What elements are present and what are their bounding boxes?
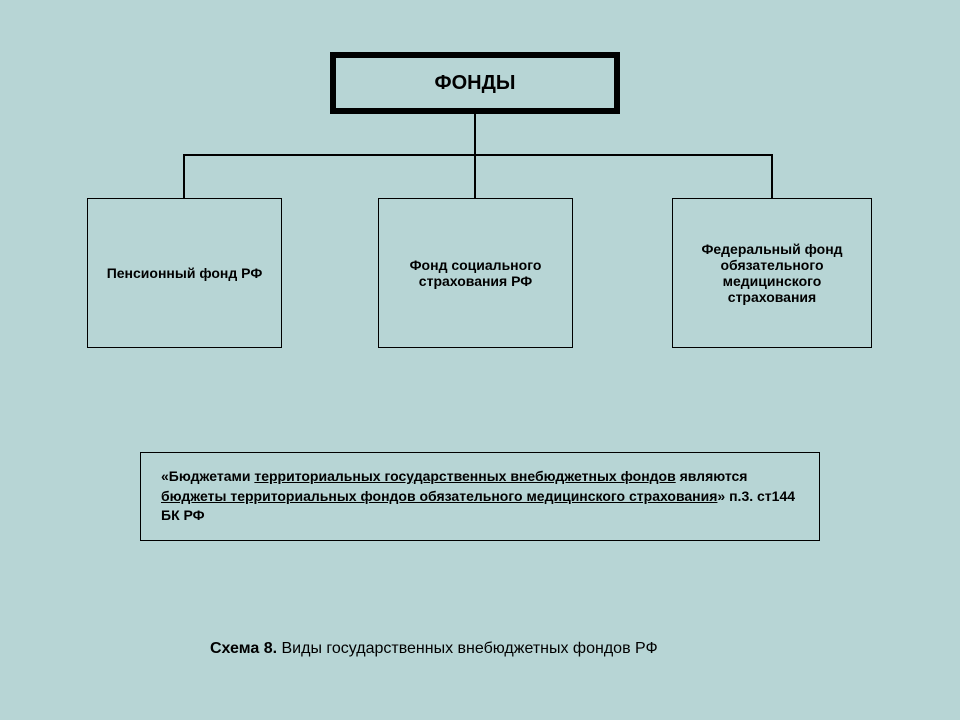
note-prefix: «Бюджетами	[161, 468, 254, 484]
note-box: «Бюджетами территориальных государственн…	[140, 452, 820, 541]
diagram-caption: Схема 8. Виды государственных внебюджетн…	[210, 640, 658, 658]
caption-bold: Схема 8.	[210, 640, 277, 657]
tree-child-node-0: Пенсионный фонд РФ	[87, 198, 282, 348]
note-mid: являются	[676, 468, 748, 484]
tree-root-node: ФОНДЫ	[330, 52, 620, 114]
connector-trunk	[474, 114, 476, 154]
tree-child-label: Фонд социального страхования РФ	[387, 257, 564, 289]
connector-drop-1	[474, 154, 476, 198]
note-underlined-1: территориальных государственных внебюдже…	[254, 468, 675, 484]
tree-child-label: Пенсионный фонд РФ	[107, 265, 263, 281]
tree-child-node-2: Федеральный фонд обязательного медицинск…	[672, 198, 872, 348]
connector-drop-2	[771, 154, 773, 198]
note-underlined-2: бюджеты территориальных фондов обязатель…	[161, 488, 717, 504]
connector-hbar	[183, 154, 771, 156]
tree-child-label: Федеральный фонд обязательного медицинск…	[681, 241, 863, 305]
caption-rest: Виды государственных внебюджетных фондов…	[277, 640, 658, 657]
connector-drop-0	[183, 154, 185, 198]
tree-child-node-1: Фонд социального страхования РФ	[378, 198, 573, 348]
tree-root-label: ФОНДЫ	[435, 72, 516, 95]
